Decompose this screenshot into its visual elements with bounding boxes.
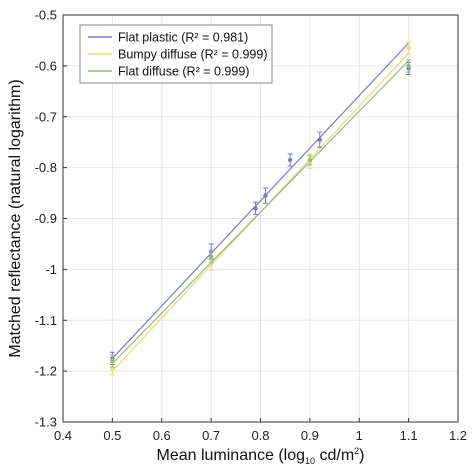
x-axis-title-end: ) [359,447,364,464]
x-tick-label: 0.6 [153,428,171,443]
data-point [263,193,268,198]
x-tick-label: 0.4 [54,428,72,443]
data-point [253,206,258,211]
x-axis-title: Mean luminance (log10 cd/m2) [156,446,364,466]
data-point [287,157,293,163]
data-point [307,157,313,163]
y-tick-label: -1.2 [35,364,57,379]
x-axis-title-unit: cd/m [315,447,354,464]
x-axis-title-superscript: 2 [354,446,359,456]
x-tick-label: 1.2 [449,428,467,443]
legend-label: Bumpy diffuse (R² = 0.999) [118,48,268,62]
y-axis-ticks: -1.3 -1.2 -1.1 -1 -0.9 -0.8 -0.7 -0.6 -0.5 [35,8,67,430]
x-tick-label: 1.1 [400,428,418,443]
y-tick-label: -0.6 [35,58,57,73]
y-tick-label: -0.8 [35,160,57,175]
y-tick-label: -0.7 [35,109,57,124]
x-axis-title-subscript: 10 [305,456,315,466]
legend: Flat plastic (R² = 0.981) Bumpy diffuse (… [79,24,273,84]
y-tick-label: -1.3 [35,415,57,430]
x-tick-label: 0.9 [301,428,319,443]
fit-line [111,42,410,359]
x-axis-title-main: Mean luminance (log [156,447,305,464]
y-tick-label: -1.1 [35,313,57,328]
x-tick-label: 1 [356,428,363,443]
y-axis-title: Matched reflectance (natural logarithm) [7,79,24,357]
data-points [109,41,412,376]
data-point [110,358,115,364]
legend-label: Flat diffuse (R² = 0.999) [118,65,249,79]
y-tick-label: -0.9 [35,211,57,226]
fit-lines [111,42,410,372]
data-point [406,45,411,51]
x-axis-ticks: 0.4 0.5 0.6 0.7 0.8 0.9 1 1.1 1.2 [54,418,467,443]
fit-line [111,60,410,364]
data-point [208,254,214,259]
legend-label: Flat plastic (R² = 0.981) [118,31,248,45]
x-tick-label: 0.7 [202,428,220,443]
y-tick-label: -1 [45,262,57,277]
data-point [317,137,322,142]
x-tick-label: 0.8 [251,428,269,443]
data-point [406,63,411,69]
x-tick-label: 0.5 [103,428,121,443]
y-tick-label: -0.5 [35,8,57,23]
